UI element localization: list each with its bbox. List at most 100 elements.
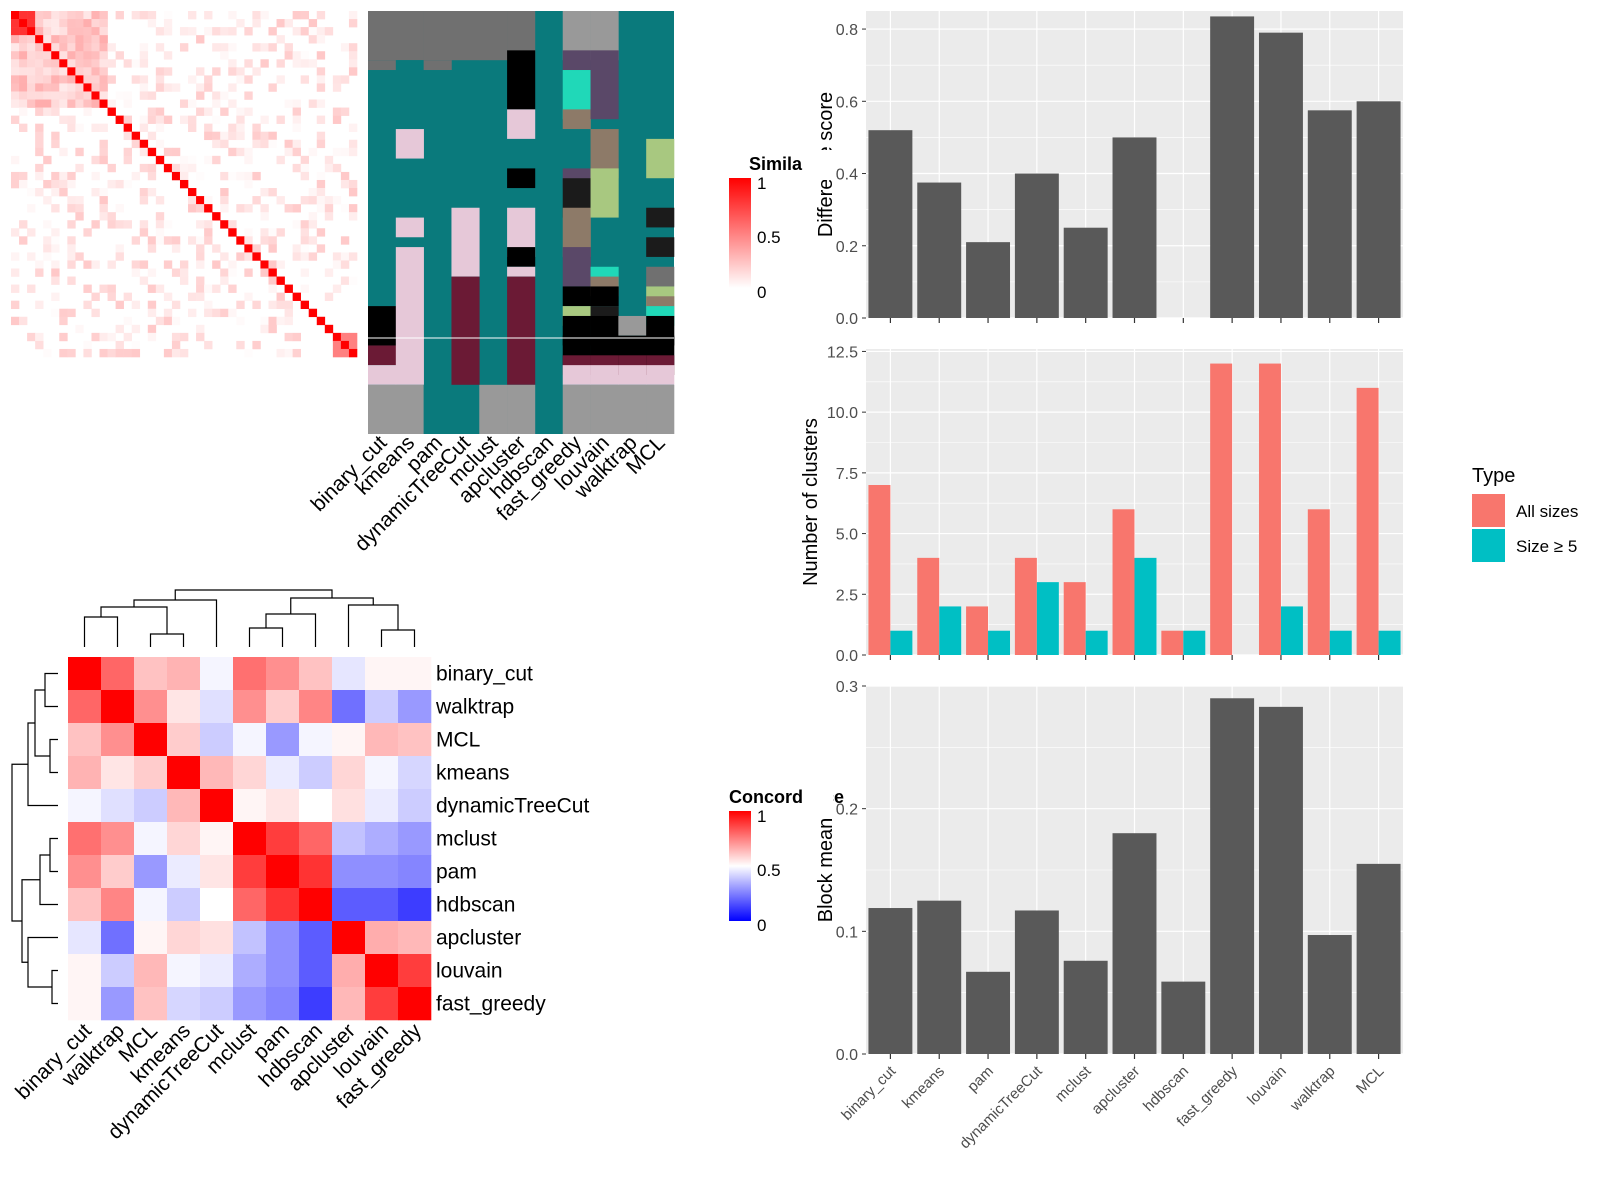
- similarity-legend-tick: 1: [757, 174, 766, 193]
- similarity-cell: [308, 35, 318, 44]
- similarity-cell: [123, 131, 132, 141]
- similarity-cell: [179, 99, 189, 108]
- similarity-cell: [51, 51, 60, 60]
- similarity-cell: [171, 163, 181, 173]
- x-tick-label: walktrap: [1286, 1063, 1338, 1115]
- similarity-cell: [268, 131, 277, 141]
- similarity-cell: [43, 35, 52, 44]
- similarity-cell: [11, 252, 20, 261]
- similarity-cell: [300, 11, 310, 20]
- similarity-cell: [268, 228, 277, 237]
- similarity-cell: [276, 35, 285, 44]
- concordance-cell: [299, 888, 333, 922]
- similarity-cell: [115, 300, 124, 310]
- similarity-cell: [284, 139, 293, 149]
- similarity-cell: [316, 179, 326, 189]
- concordance-cell: [266, 756, 300, 790]
- similarity-cell: [123, 91, 132, 100]
- similarity-cell: [252, 300, 261, 310]
- similarity-cell: [236, 300, 245, 310]
- concordance-cell: [365, 954, 399, 988]
- similarity-cell: [300, 236, 310, 245]
- bar-size-ge5: [1280, 606, 1303, 655]
- concordance-cell: [134, 723, 168, 757]
- x-tick-label: mclust: [1052, 1062, 1095, 1105]
- similarity-cell: [51, 276, 60, 285]
- similarity-cell: [340, 332, 350, 342]
- similarity-cell: [27, 83, 36, 92]
- similarity-cell: [260, 268, 269, 277]
- y-axis-label: Block mean: [815, 818, 837, 923]
- similarity-cell: [268, 316, 277, 326]
- similarity-cell: [91, 332, 100, 342]
- similarity-cell: [139, 188, 149, 197]
- similarity-cell: [244, 59, 253, 68]
- similarity-cell: [131, 75, 141, 84]
- similarity-cell: [196, 196, 205, 205]
- similarity-cell: [155, 83, 165, 92]
- similarity-cell: [220, 43, 229, 52]
- concordance-cell: [233, 690, 267, 724]
- concordance-cell: [365, 921, 399, 955]
- grid-cell: [562, 109, 591, 130]
- similarity-cell: [316, 75, 326, 84]
- similarity-cell: [268, 284, 277, 293]
- row-label: apcluster: [436, 927, 521, 950]
- bar: [1014, 173, 1059, 318]
- similarity-cell: [11, 59, 20, 68]
- similarity-cell: [171, 348, 181, 358]
- type-legend-label: Size ≥ 5: [1516, 537, 1577, 556]
- bar: [868, 130, 913, 318]
- similarity-cell: [244, 147, 253, 157]
- similarity-cell: [300, 284, 310, 293]
- similarity-cell: [67, 348, 76, 358]
- similarity-cell: [43, 91, 52, 100]
- similarity-cell: [236, 19, 245, 28]
- similarity-cell: [99, 332, 108, 342]
- similarity-cell: [139, 75, 149, 84]
- y-tick-label: 0.0: [836, 1047, 858, 1064]
- similarity-cell: [179, 163, 189, 173]
- similarity-cell: [308, 188, 318, 197]
- similarity-cell: [27, 252, 36, 261]
- concordance-cell: [398, 690, 432, 724]
- x-tick-label: dynamicTreeCut: [956, 1062, 1046, 1152]
- bar-all-sizes: [1014, 557, 1037, 655]
- similarity-cell: [236, 147, 245, 157]
- grid-cell: [423, 384, 452, 434]
- similarity-cell: [83, 75, 92, 84]
- similarity-cell: [316, 115, 326, 124]
- similarity-cell: [179, 260, 189, 269]
- similarity-cell: [196, 107, 205, 116]
- similarity-cell: [308, 147, 318, 157]
- similarity-cell: [196, 171, 205, 181]
- similarity-cell: [99, 188, 108, 197]
- concordance-cell: [332, 855, 366, 889]
- similarity-cell: [147, 19, 157, 28]
- bar-size-ge5: [1183, 630, 1206, 655]
- concordance-cell: [299, 921, 333, 955]
- similarity-cell: [236, 115, 245, 124]
- grid-cell: [395, 384, 424, 434]
- similarity-cell: [43, 83, 52, 92]
- concordance-cell: [365, 789, 399, 823]
- column-dendrogram-link: [83, 616, 119, 647]
- similarity-cell: [300, 300, 310, 310]
- similarity-cell: [340, 179, 350, 189]
- similarity-cell: [75, 163, 84, 173]
- similarity-cell: [163, 260, 173, 269]
- row-label: MCL: [436, 729, 480, 752]
- similarity-cell: [35, 163, 44, 173]
- concordance-cell: [332, 888, 366, 922]
- similarity-cell: [171, 83, 181, 92]
- bar: [1063, 960, 1108, 1054]
- similarity-cell: [43, 252, 52, 261]
- similarity-cell: [27, 99, 36, 108]
- similarity-cell: [348, 123, 358, 132]
- similarity-cell: [252, 139, 261, 149]
- similarity-cell: [340, 107, 350, 116]
- similarity-cell: [348, 276, 358, 285]
- concordance-cell: [68, 987, 102, 1021]
- similarity-cell: [332, 147, 342, 157]
- similarity-cell: [35, 75, 44, 84]
